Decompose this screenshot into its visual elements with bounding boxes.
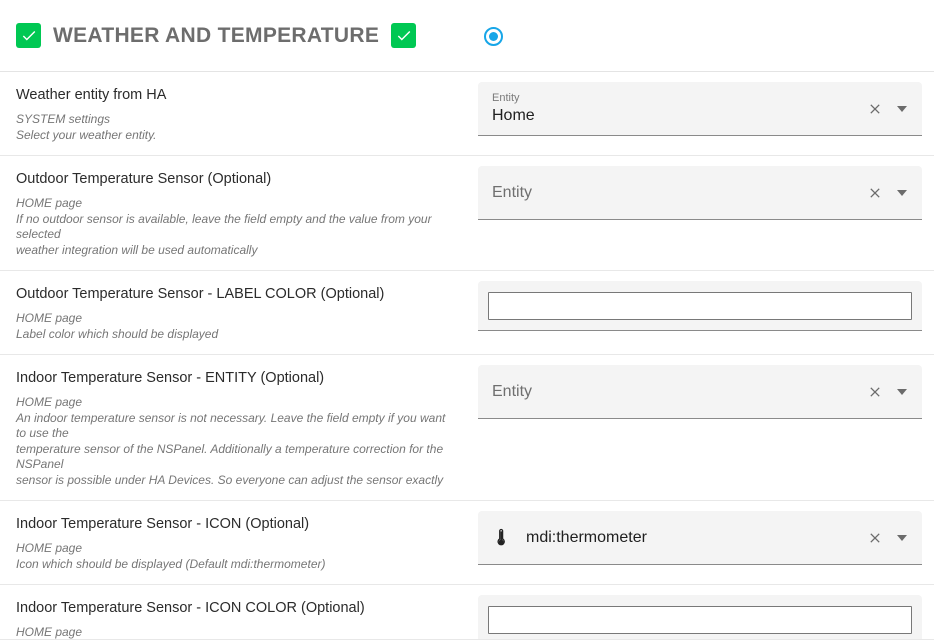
description-line: Label color which should be displayed [16, 326, 219, 341]
row-label-area: Indoor Temperature Sensor - ICON COLOR (… [0, 585, 470, 640]
row-control-area: Entity Home [470, 72, 934, 144]
entity-picker-texts: Entity Home [490, 82, 858, 135]
description-line: HOME page [16, 395, 83, 409]
setting-description: SYSTEM settings Select your weather enti… [16, 112, 452, 143]
description-line: HOME page [16, 625, 83, 639]
icon-picker-content: mdi:thermometer [490, 511, 858, 564]
setting-row-indoor-icon-color: Indoor Temperature Sensor - ICON COLOR (… [0, 585, 934, 640]
section-enable-checkbox-right[interactable] [391, 23, 417, 48]
radio-outer-ring [484, 27, 503, 46]
description-line: Select your weather entity. [16, 127, 157, 142]
row-control-area: Entity [470, 156, 934, 228]
entity-picker-content: Entity Home [490, 82, 858, 135]
description-line: Icon which should be displayed (Default … [16, 556, 326, 571]
color-field-outdoor-label[interactable] [478, 281, 922, 331]
field-actions [858, 184, 910, 202]
icon-picker-indoor-temp[interactable]: mdi:thermometer [478, 511, 922, 565]
setting-description: HOME page Label color which should be di… [16, 311, 452, 342]
chevron-down-icon[interactable] [894, 530, 910, 546]
section-header: WEATHER AND TEMPERATURE [0, 0, 934, 72]
description-line: HOME page [16, 541, 83, 555]
field-placeholder: Entity [492, 183, 533, 201]
section-enable-checkbox-left[interactable] [16, 23, 41, 48]
setting-row-weather-entity: Weather entity from HA SYSTEM settings S… [0, 72, 934, 156]
setting-row-indoor-temp-icon: Indoor Temperature Sensor - ICON (Option… [0, 501, 934, 585]
entity-picker-indoor-temp[interactable]: Entity [478, 365, 922, 419]
row-label-area: Indoor Temperature Sensor - ENTITY (Opti… [0, 355, 470, 500]
row-control-area [470, 585, 934, 640]
field-placeholder: Entity [492, 382, 533, 400]
setting-description: HOME page Icon color which should be dis… [16, 625, 452, 640]
entity-picker-texts: Entity [490, 365, 858, 418]
row-control-area [470, 271, 934, 339]
radio-inner-dot [489, 32, 498, 41]
chevron-down-icon[interactable] [894, 185, 910, 201]
entity-picker-outdoor-temp[interactable]: Entity [478, 166, 922, 220]
setting-description: HOME page Icon which should be displayed… [16, 541, 452, 572]
section-radio-button[interactable] [484, 27, 504, 47]
entity-picker-weather[interactable]: Entity Home [478, 82, 922, 136]
field-actions [858, 529, 910, 547]
row-control-area: Entity [470, 355, 934, 427]
setting-title: Indoor Temperature Sensor - ENTITY (Opti… [16, 370, 325, 386]
chevron-down-icon[interactable] [894, 384, 910, 400]
field-actions [858, 383, 910, 401]
description-line: An indoor temperature sensor is not nece… [16, 410, 446, 441]
setting-row-indoor-temp-entity: Indoor Temperature Sensor - ENTITY (Opti… [0, 355, 934, 501]
description-line: HOME page [16, 311, 83, 325]
setting-title: Weather entity from HA [16, 87, 167, 103]
setting-title: Outdoor Temperature Sensor - LABEL COLOR… [16, 286, 385, 302]
chevron-down-icon[interactable] [894, 101, 910, 117]
description-line: HOME page [16, 196, 83, 210]
field-value: Home [492, 106, 535, 124]
row-control-area: mdi:thermometer [470, 501, 934, 573]
description-line: If no outdoor sensor is available, leave… [16, 211, 432, 242]
setting-title: Indoor Temperature Sensor - ICON (Option… [16, 516, 310, 532]
setting-title: Indoor Temperature Sensor - ICON COLOR (… [16, 600, 365, 616]
setting-description: HOME page An indoor temperature sensor i… [16, 395, 452, 488]
row-label-area: Outdoor Temperature Sensor - LABEL COLOR… [0, 271, 470, 354]
entity-picker-content: Entity [490, 166, 858, 219]
close-icon[interactable] [866, 100, 884, 118]
row-label-area: Weather entity from HA SYSTEM settings S… [0, 72, 470, 155]
settings-rows: Weather entity from HA SYSTEM settings S… [0, 72, 934, 640]
color-field-indoor-icon[interactable] [478, 595, 922, 640]
entity-picker-content: Entity [490, 365, 858, 418]
description-line: sensor is possible under HA Devices. So … [16, 472, 444, 487]
color-swatch-input[interactable] [488, 291, 912, 320]
thermometer-icon [490, 526, 514, 550]
setting-title: Outdoor Temperature Sensor (Optional) [16, 171, 272, 187]
field-float-label: Entity [492, 91, 520, 104]
setting-description: HOME page If no outdoor sensor is availa… [16, 196, 452, 258]
color-swatch-input[interactable] [488, 605, 912, 634]
close-icon[interactable] [866, 529, 884, 547]
entity-picker-texts: Entity [490, 166, 858, 219]
row-label-area: Indoor Temperature Sensor - ICON (Option… [0, 501, 470, 584]
setting-row-outdoor-temp-sensor: Outdoor Temperature Sensor (Optional) HO… [0, 156, 934, 271]
row-label-area: Outdoor Temperature Sensor (Optional) HO… [0, 156, 470, 270]
description-line: temperature sensor of the NSPanel. Addit… [16, 441, 444, 472]
setting-row-outdoor-label-color: Outdoor Temperature Sensor - LABEL COLOR… [0, 271, 934, 355]
description-line: weather integration will be used automat… [16, 242, 258, 257]
description-line: SYSTEM settings [16, 112, 111, 126]
close-icon[interactable] [866, 184, 884, 202]
page-title: WEATHER AND TEMPERATURE [53, 23, 380, 47]
field-value: mdi:thermometer [526, 528, 647, 546]
close-icon[interactable] [866, 383, 884, 401]
icon-picker-texts: mdi:thermometer [524, 511, 858, 564]
field-actions [858, 100, 910, 118]
